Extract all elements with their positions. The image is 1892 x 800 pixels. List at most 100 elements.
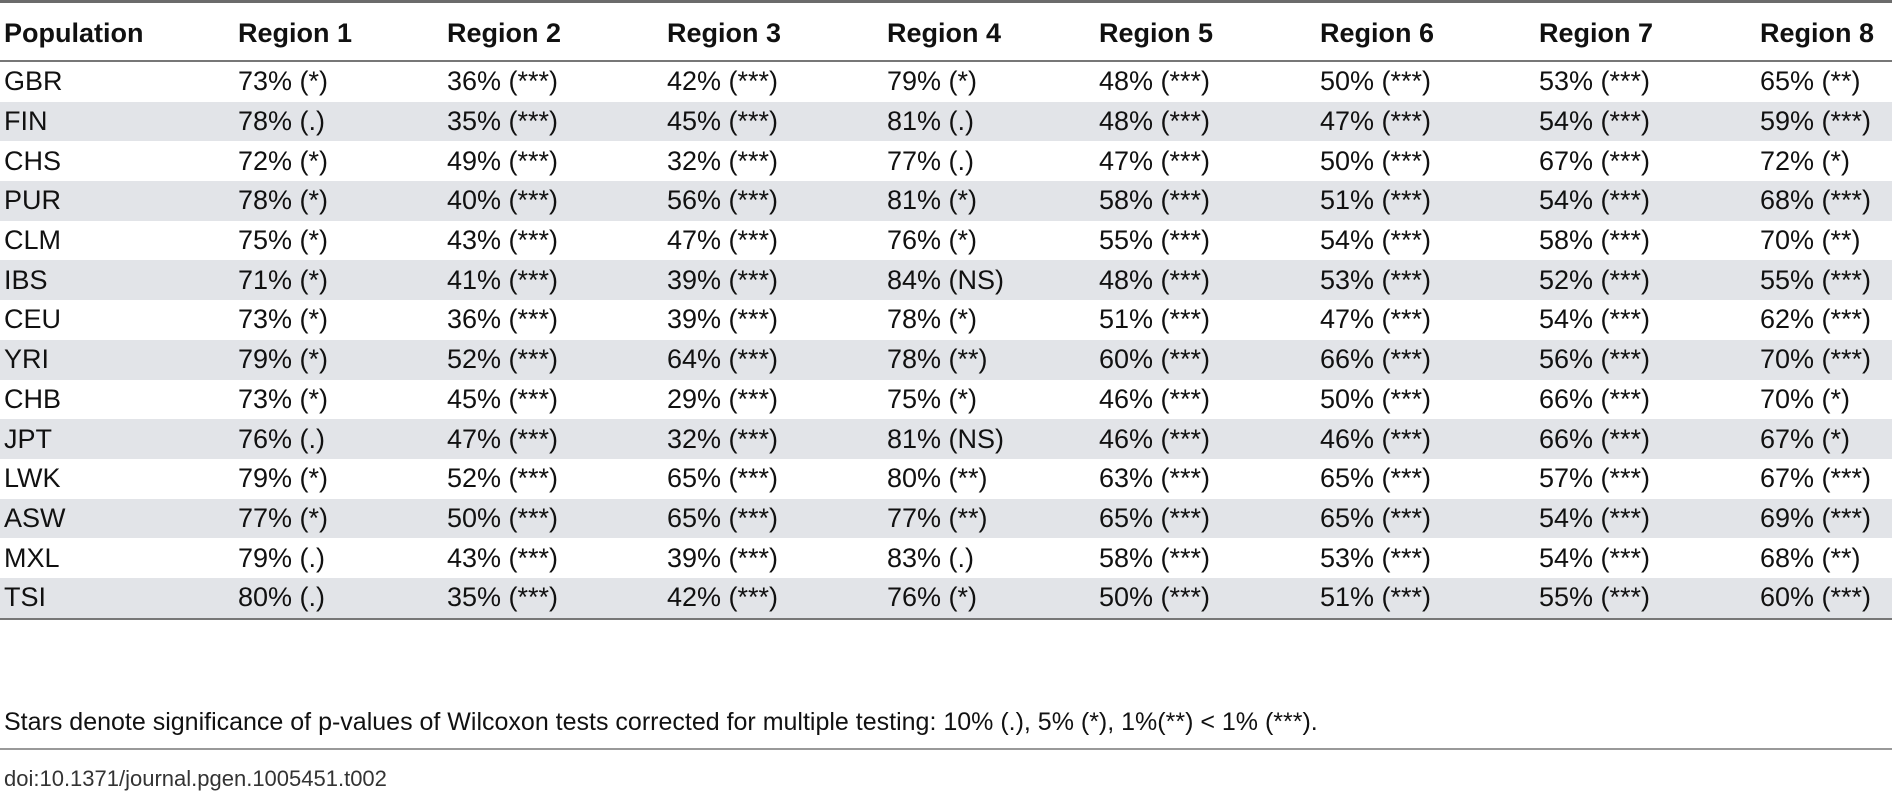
value-cell: 58% (***) — [1099, 542, 1211, 573]
table-row: CLM 75% (*) 43% (***) 47% (***) 76% (*) 55% (… — [0, 221, 1892, 261]
value-cell: 75% (*) — [887, 383, 978, 414]
value-cell: 58% (***) — [1539, 225, 1651, 256]
value-cell: 81% (*) — [883, 181, 1095, 221]
value-cell: 66% (***) — [1535, 419, 1756, 459]
value-cell: 41% (***) — [443, 260, 663, 301]
value-cell: 43% (***) — [447, 542, 559, 573]
value-cell: 80% (.) — [234, 577, 443, 620]
value-cell: 54% (***) — [1320, 225, 1432, 256]
value-cell: 72% (*) — [238, 145, 329, 176]
population-cell: CEU — [4, 304, 62, 335]
value-cell: 50% (***) — [1320, 66, 1432, 97]
value-cell: 58% (***) — [1095, 181, 1316, 221]
value-cell: 46% (***) — [1316, 419, 1535, 459]
value-cell: 45% (***) — [447, 383, 559, 414]
value-cell: 47% (***) — [1099, 145, 1211, 176]
value-cell: 51% (***) — [1099, 304, 1211, 335]
value-cell: 54% (***) — [1539, 304, 1651, 335]
value-cell: 32% (***) — [663, 419, 883, 459]
doi-label: doi:10.1371/journal.pgen.1005451.t002 — [4, 766, 387, 791]
value-cell: 69% (***) — [1756, 498, 1892, 539]
value-cell: 76% (.) — [234, 419, 443, 459]
population-cell: TSI — [0, 577, 234, 620]
value-cell: 59% (***) — [1756, 101, 1892, 142]
column-header: Region 4 — [883, 12, 1095, 62]
table-row: LWK 79% (*) 52% (***) 65% (***) 80% (**) 63% … — [0, 459, 1892, 499]
value-cell: 78% (*) — [887, 304, 978, 335]
value-cell: 47% (***) — [1320, 304, 1432, 335]
value-cell: 49% (***) — [447, 145, 559, 176]
value-cell: 39% (***) — [663, 260, 883, 301]
population-cell: YRI — [0, 339, 234, 380]
value-cell: 45% (***) — [663, 101, 883, 142]
column-header: Region 3 — [663, 12, 883, 62]
value-cell: 67% (*) — [1756, 419, 1892, 459]
value-cell: 52% (***) — [1535, 260, 1756, 301]
table-row: CHS 72% (*) 49% (***) 32% (***) 77% (.) 47% (… — [0, 141, 1892, 181]
value-cell: 39% (***) — [667, 542, 779, 573]
value-cell: 68% (**) — [1760, 542, 1861, 573]
population-cell: JPT — [0, 419, 234, 459]
value-cell: 78% (**) — [883, 339, 1095, 380]
value-cell: 53% (***) — [1316, 260, 1535, 301]
value-cell: 65% (***) — [663, 498, 883, 539]
table-row: CHB 73% (*) 45% (***) 29% (***) 75% (*) 46% (… — [0, 380, 1892, 420]
table-row: ASW 77% (*) 50% (***) 65% (***) 77% (**) 65% … — [0, 498, 1892, 539]
column-header: Region 8 — [1756, 12, 1892, 62]
value-cell: 75% (*) — [238, 225, 329, 256]
population-cell: IBS — [0, 260, 234, 301]
value-cell: 77% (.) — [887, 145, 975, 176]
value-cell: 42% (***) — [663, 577, 883, 620]
table-footnote: Stars denote significance of p-values of… — [4, 708, 1318, 736]
population-cell: PUR — [0, 181, 234, 221]
population-cell: LWK — [4, 463, 61, 494]
value-cell: 40% (***) — [443, 181, 663, 221]
table-row: MXL 79% (.) 43% (***) 39% (***) 83% (.) 58% (… — [0, 538, 1892, 578]
value-cell: 66% (***) — [1539, 383, 1651, 414]
value-cell: 46% (***) — [1099, 383, 1211, 414]
value-cell: 60% (***) — [1756, 577, 1892, 620]
column-header: Region 1 — [234, 12, 443, 62]
population-cell: MXL — [4, 542, 60, 573]
value-cell: 54% (***) — [1535, 181, 1756, 221]
value-cell: 65% (***) — [1320, 463, 1432, 494]
value-cell: 79% (*) — [238, 463, 329, 494]
column-header: Region 5 — [1095, 12, 1316, 62]
value-cell: 43% (***) — [447, 225, 559, 256]
value-cell: 52% (***) — [443, 339, 663, 380]
value-cell: 65% (***) — [1316, 498, 1535, 539]
value-cell: 81% (NS) — [883, 419, 1095, 459]
value-cell: 48% (***) — [1099, 66, 1211, 97]
table-row: FIN 78% (.) 35% (***) 45% (***) 81% (.) 48% (… — [0, 101, 1892, 142]
value-cell: 81% (.) — [883, 101, 1095, 142]
value-cell: 50% (***) — [1320, 145, 1432, 176]
population-cell: CHB — [4, 383, 62, 414]
table-row: YRI 79% (*) 52% (***) 64% (***) 78% (**) 60% … — [0, 339, 1892, 380]
value-cell: 53% (***) — [1320, 542, 1432, 573]
value-cell: 84% (NS) — [883, 260, 1095, 301]
header-row: Population Region 1 Region 2 Region 3 Region… — [0, 12, 1892, 62]
value-cell: 51% (***) — [1316, 577, 1535, 620]
value-cell: 35% (***) — [443, 577, 663, 620]
value-cell: 29% (***) — [667, 383, 779, 414]
value-cell: 51% (***) — [1316, 181, 1535, 221]
table-row: IBS 71% (*) 41% (***) 39% (***) 84% (NS) 48% … — [0, 260, 1892, 301]
value-cell: 77% (*) — [234, 498, 443, 539]
value-cell: 73% (*) — [238, 304, 329, 335]
value-cell: 50% (***) — [443, 498, 663, 539]
value-cell: 36% (***) — [447, 304, 559, 335]
value-cell: 32% (***) — [667, 145, 779, 176]
divider — [0, 748, 1892, 750]
value-cell: 46% (***) — [1095, 419, 1316, 459]
value-cell: 64% (***) — [663, 339, 883, 380]
value-cell: 77% (**) — [883, 498, 1095, 539]
population-cell: FIN — [0, 101, 234, 142]
table-row: GBR 73% (*) 36% (***) 42% (***) 79% (*) 48% (… — [0, 61, 1892, 102]
value-cell: 57% (***) — [1539, 463, 1651, 494]
table-row: JPT 76% (.) 47% (***) 32% (***) 81% (NS) 46% … — [0, 419, 1892, 459]
value-cell: 83% (.) — [887, 542, 975, 573]
value-cell: 65% (***) — [1095, 498, 1316, 539]
table-row: CEU 73% (*) 36% (***) 39% (***) 78% (*) 51% (… — [0, 300, 1892, 340]
value-cell: 79% (.) — [238, 542, 326, 573]
